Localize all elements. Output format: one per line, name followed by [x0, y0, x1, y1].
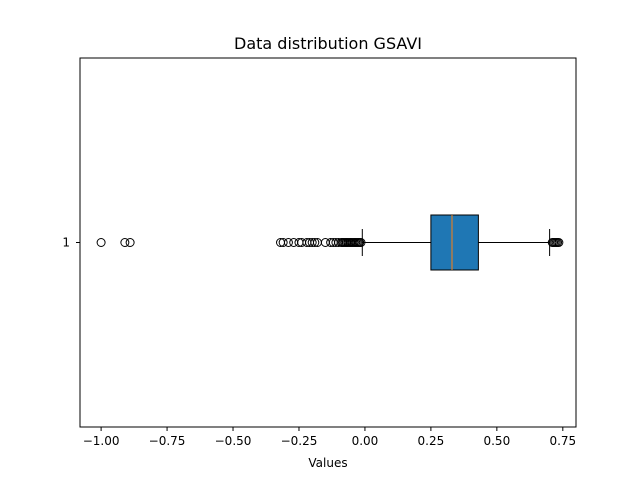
x-tick-label: −0.50 [215, 434, 252, 448]
outlier-point [307, 238, 317, 247]
chart-title: Data distribution GSAVI [234, 34, 422, 53]
iqr-box [430, 214, 479, 271]
outlier-point [96, 238, 106, 247]
outlier-point [283, 238, 293, 247]
outlier-point [125, 238, 135, 247]
outlier-point [310, 238, 320, 247]
x-tick-label: −0.25 [281, 434, 318, 448]
x-axis-label: Values [308, 456, 347, 470]
x-tick-label: −1.00 [83, 434, 120, 448]
x-tick-label: 0.75 [549, 434, 576, 448]
x-tick-label: 0.25 [418, 434, 445, 448]
x-tick-label: −0.75 [149, 434, 186, 448]
outlier-point [120, 238, 130, 247]
outlier-point [278, 238, 288, 247]
boxplot-series [96, 214, 564, 271]
y-tick-label: 1 [62, 236, 70, 250]
outlier-point [356, 238, 366, 247]
x-tick-label: 0.00 [352, 434, 379, 448]
x-axis: −1.00 −0.75 −0.50 −0.25 0.00 0.25 0.50 0.75 [83, 427, 576, 448]
outlier-point [554, 238, 564, 247]
x-tick-label: 0.50 [483, 434, 510, 448]
y-axis: 1 [62, 236, 80, 250]
